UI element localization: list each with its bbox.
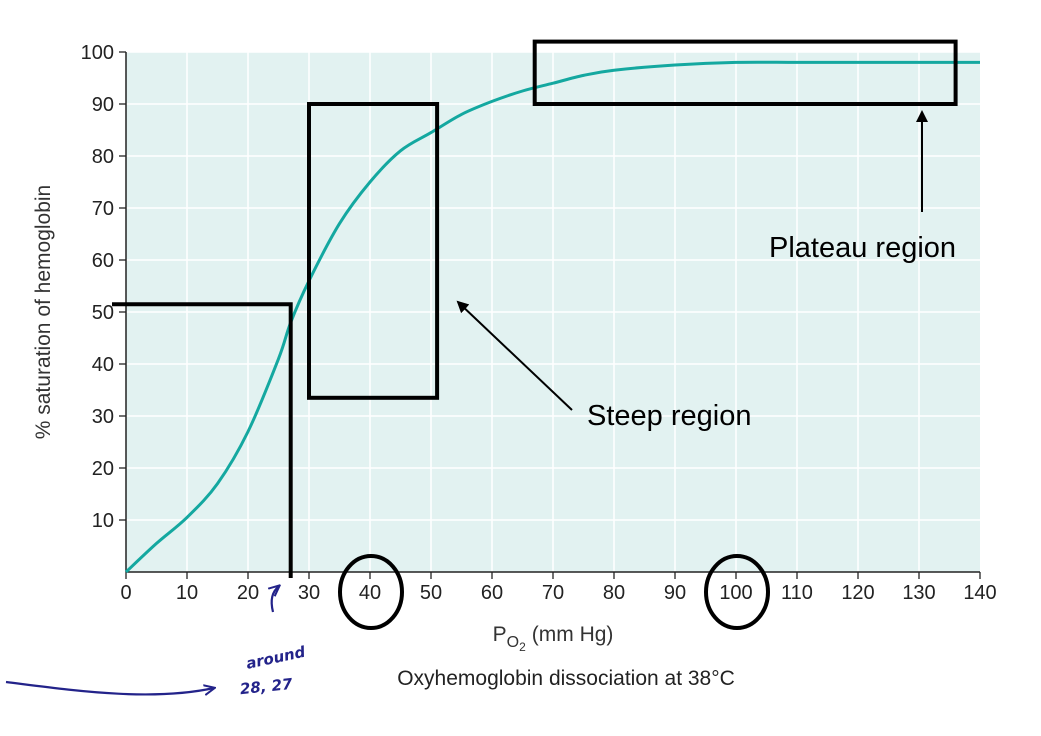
x-tick-label: 30 bbox=[298, 582, 320, 604]
x-tick-label: 70 bbox=[542, 582, 564, 604]
x-tick-label: 0 bbox=[120, 582, 131, 604]
handwritten-note-line2: 28, 27 bbox=[239, 675, 294, 698]
chart-caption: Oxyhemoglobin dissociation at 38°C bbox=[397, 667, 735, 690]
y-tick-label: 50 bbox=[92, 302, 114, 324]
y-axis-title: % saturation of hemoglobin bbox=[32, 185, 55, 440]
y-tick-label: 10 bbox=[92, 510, 114, 532]
handwritten-up-arrow bbox=[272, 586, 279, 613]
p50-reference-line bbox=[112, 302, 293, 578]
x-tick-label: 130 bbox=[902, 582, 935, 604]
y-tick-label: 80 bbox=[92, 146, 114, 168]
x-axis-title: PO2 (mm Hg) bbox=[493, 623, 614, 654]
x-tick-label: 100 bbox=[719, 582, 752, 604]
y-tick-label: 70 bbox=[92, 198, 114, 220]
x-axis-title-subsub: 2 bbox=[519, 640, 526, 654]
handwritten-note-line1: around bbox=[244, 643, 307, 673]
plateau-region-label: Plateau region bbox=[769, 232, 956, 264]
y-tick-label: 90 bbox=[92, 94, 114, 116]
x-tick-label: 80 bbox=[603, 582, 625, 604]
annotations bbox=[5, 39, 958, 695]
x-axis-title-symbol: P bbox=[493, 623, 507, 646]
steep-region-label: Steep region bbox=[587, 400, 751, 432]
y-axis-ticks: 10 20 30 40 50 60 70 80 90 100 bbox=[81, 42, 126, 532]
x-tick-label: 90 bbox=[664, 582, 686, 604]
y-tick-label: 100 bbox=[81, 42, 114, 64]
plateau-region-box bbox=[532, 39, 958, 106]
x-tick-label: 20 bbox=[237, 582, 259, 604]
x-tick-label: 110 bbox=[781, 582, 813, 604]
y-tick-label: 20 bbox=[92, 458, 114, 480]
dissociation-curve bbox=[124, 60, 980, 574]
y-tick-label: 30 bbox=[92, 406, 114, 428]
x-axis-ticks: 0 10 20 30 40 50 60 70 80 90 100 110 120 130 140 bbox=[120, 572, 997, 604]
x-axis-title-units: (mm Hg) bbox=[532, 623, 614, 646]
x-tick-label: 10 bbox=[176, 582, 198, 604]
x-tick-label: 120 bbox=[841, 582, 874, 604]
steep-region-arrow bbox=[456, 300, 573, 411]
steep-region-box bbox=[307, 102, 440, 400]
y-tick-label: 60 bbox=[92, 250, 114, 272]
x-axis-title-sub: O bbox=[507, 634, 519, 651]
circled-tick-100 bbox=[704, 554, 770, 630]
x-tick-label: 140 bbox=[963, 582, 996, 604]
x-tick-label: 60 bbox=[481, 582, 503, 604]
x-tick-label: 40 bbox=[359, 582, 381, 604]
circled-tick-40 bbox=[338, 554, 404, 630]
y-tick-label: 40 bbox=[92, 354, 114, 376]
handwritten-pointer-arrow bbox=[5, 680, 214, 694]
x-tick-label: 50 bbox=[420, 582, 442, 604]
